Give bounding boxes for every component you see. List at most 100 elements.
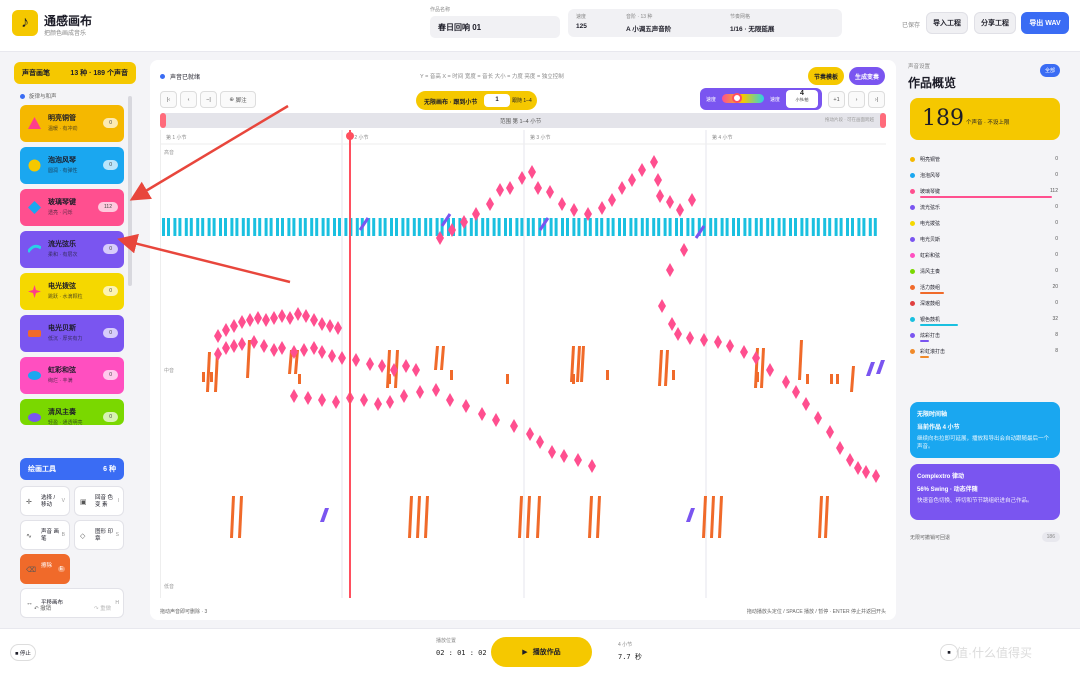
- piano-note[interactable]: [666, 195, 674, 209]
- piano-note[interactable]: [286, 311, 294, 325]
- hat-note[interactable]: [269, 218, 273, 236]
- piano-note[interactable]: [386, 395, 394, 409]
- hat-note[interactable]: [759, 218, 763, 236]
- hat-note[interactable]: [292, 218, 296, 236]
- drum-note[interactable]: [386, 350, 391, 388]
- drum-note[interactable]: [294, 350, 299, 374]
- hat-note[interactable]: [246, 218, 250, 236]
- piano-note[interactable]: [650, 155, 658, 169]
- stop-button[interactable]: ■ 停止: [10, 644, 36, 661]
- instrument-item[interactable]: 电光拨弦 跳跃 · 水滴颗粒 0: [20, 273, 124, 310]
- piano-note[interactable]: [574, 453, 582, 467]
- tempo-slider-handle[interactable]: [732, 93, 742, 103]
- hat-note[interactable]: [549, 218, 553, 236]
- piano-note[interactable]: [360, 393, 368, 407]
- drum-note[interactable]: [214, 352, 219, 392]
- hat-note[interactable]: [429, 218, 433, 236]
- piano-note[interactable]: [766, 363, 774, 377]
- hat-note[interactable]: [531, 218, 535, 236]
- playhead-handle[interactable]: [346, 132, 354, 140]
- drum-note[interactable]: [408, 496, 413, 538]
- piano-note[interactable]: [680, 243, 688, 257]
- tool-button[interactable]: ✛ 选择 / 移动 V: [20, 486, 70, 516]
- piano-note[interactable]: [658, 299, 666, 313]
- hat-note[interactable]: [588, 218, 592, 236]
- range-end-handle[interactable]: [880, 113, 886, 128]
- tempo-value-box[interactable]: 4 小节/拍: [786, 90, 818, 108]
- piano-note[interactable]: [714, 335, 722, 349]
- piano-note[interactable]: [846, 453, 854, 467]
- hat-note[interactable]: [321, 218, 325, 236]
- hat-note[interactable]: [241, 218, 245, 236]
- piano-note[interactable]: [400, 389, 408, 403]
- drum-note[interactable]: [596, 496, 601, 538]
- hat-note[interactable]: [509, 218, 512, 236]
- infinite-canvas-pill[interactable]: 无限画布 · 跟到小节 1 跟随 1–4: [416, 91, 537, 110]
- hat-note[interactable]: [811, 218, 815, 236]
- piano-note[interactable]: [222, 323, 230, 337]
- hat-note[interactable]: [258, 218, 262, 236]
- piano-note[interactable]: [472, 207, 480, 221]
- bar-count-input[interactable]: 1: [484, 94, 510, 107]
- drum-note[interactable]: [288, 350, 293, 374]
- piano-note[interactable]: [546, 185, 554, 199]
- drum-note[interactable]: [434, 346, 439, 370]
- hat-note[interactable]: [469, 218, 473, 236]
- footer-stop-square-button[interactable]: ■: [940, 644, 958, 661]
- hat-note[interactable]: [315, 218, 319, 236]
- hat-note[interactable]: [355, 218, 359, 236]
- drum-note[interactable]: [606, 370, 609, 380]
- piano-note[interactable]: [290, 345, 298, 359]
- piano-note[interactable]: [686, 331, 694, 345]
- piano-note[interactable]: [676, 203, 684, 217]
- import-button[interactable]: 导入工程: [926, 12, 968, 34]
- pan-tool-button[interactable]: ↔ 平移画布 H: [20, 588, 124, 618]
- hat-note[interactable]: [326, 218, 330, 236]
- redo-button[interactable]: ↷ 重做: [94, 606, 112, 612]
- hat-note[interactable]: [458, 218, 462, 236]
- hat-note[interactable]: [497, 218, 501, 236]
- rhythm-template-button[interactable]: 节奏模板: [808, 67, 844, 85]
- piano-note[interactable]: [558, 197, 566, 211]
- drum-note[interactable]: [518, 496, 523, 538]
- instrument-item[interactable]: 玻璃琴键 透亮 · 闪烁 112: [20, 189, 124, 226]
- tempo-param-value[interactable]: 125: [576, 23, 587, 30]
- piano-note[interactable]: [560, 449, 568, 463]
- hat-note[interactable]: [857, 218, 861, 236]
- hat-note[interactable]: [743, 218, 747, 236]
- hat-note[interactable]: [162, 218, 165, 236]
- piano-note[interactable]: [688, 193, 696, 207]
- hat-note[interactable]: [417, 218, 421, 236]
- piano-note[interactable]: [294, 307, 302, 321]
- share-button[interactable]: 分享工程: [974, 12, 1016, 34]
- hat-note[interactable]: [771, 218, 775, 236]
- hat-note[interactable]: [395, 218, 398, 236]
- piano-note[interactable]: [300, 343, 308, 357]
- jump-end-button[interactable]: ›|: [868, 91, 885, 108]
- drum-note[interactable]: [572, 374, 575, 384]
- hat-note[interactable]: [680, 218, 683, 236]
- hat-note[interactable]: [600, 218, 604, 236]
- piano-note[interactable]: [536, 435, 544, 449]
- hat-note[interactable]: [435, 218, 439, 236]
- hat-note[interactable]: [515, 218, 519, 236]
- tool-button[interactable]: ▣ 回音 色变 素 I: [74, 486, 124, 516]
- hat-note[interactable]: [657, 218, 661, 236]
- hat-note[interactable]: [281, 218, 284, 236]
- hat-note[interactable]: [184, 218, 188, 236]
- drum-note[interactable]: [756, 372, 759, 382]
- piano-note[interactable]: [366, 357, 374, 371]
- hat-note[interactable]: [606, 218, 610, 236]
- hat-note[interactable]: [732, 218, 735, 236]
- string-stroke[interactable]: [694, 225, 706, 239]
- hat-note[interactable]: [868, 218, 872, 236]
- hat-note[interactable]: [372, 218, 376, 236]
- piano-note[interactable]: [328, 349, 336, 363]
- piano-note[interactable]: [510, 419, 518, 433]
- tempo-param[interactable]: 速度 125: [576, 13, 587, 30]
- hat-note[interactable]: [383, 218, 387, 236]
- piano-note[interactable]: [528, 165, 536, 179]
- string-stroke[interactable]: [440, 213, 452, 227]
- piano-note[interactable]: [548, 445, 556, 459]
